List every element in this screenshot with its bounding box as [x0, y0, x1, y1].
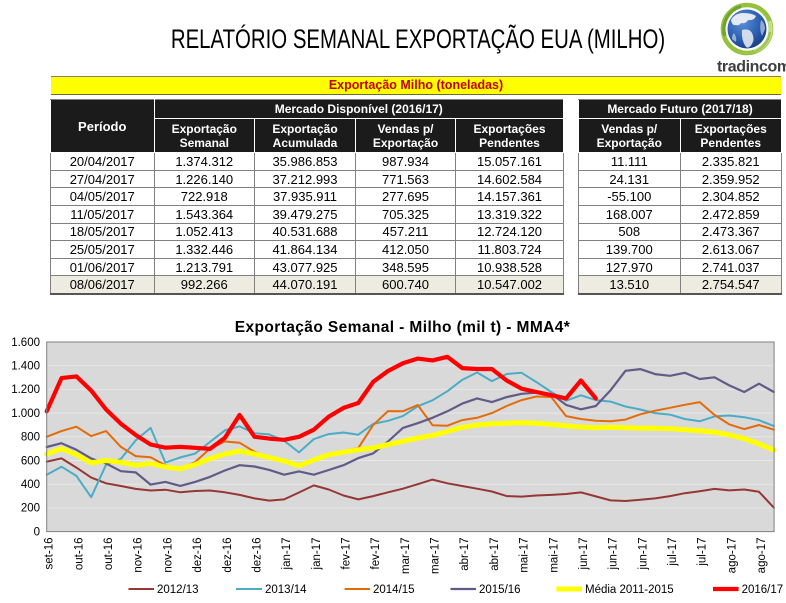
- svg-text:fev-17: fev-17: [341, 538, 353, 570]
- svg-text:fev-17: fev-17: [370, 538, 382, 570]
- svg-text:ago-17: ago-17: [726, 538, 738, 574]
- svg-text:0: 0: [34, 526, 40, 538]
- svg-text:200: 200: [21, 503, 40, 515]
- svg-text:2016/17: 2016/17: [742, 584, 784, 596]
- svg-text:out-16: out-16: [73, 538, 85, 571]
- svg-text:jul-17: jul-17: [697, 538, 709, 567]
- svg-text:1.600: 1.600: [11, 337, 40, 349]
- svg-text:1.000: 1.000: [11, 408, 40, 420]
- svg-text:dez-16: dez-16: [222, 538, 234, 573]
- svg-text:Exportação Semanal - Milho (mi: Exportação Semanal - Milho (mil t) - MMA…: [235, 319, 571, 336]
- svg-text:mar-17: mar-17: [430, 538, 442, 574]
- svg-text:jun-17: jun-17: [608, 538, 620, 571]
- svg-text:dez-16: dez-16: [252, 538, 264, 573]
- svg-text:jan-17: jan-17: [281, 538, 293, 571]
- svg-text:1.400: 1.400: [11, 361, 40, 373]
- svg-text:out-16: out-16: [103, 538, 115, 571]
- svg-text:set-16: set-16: [44, 538, 56, 570]
- svg-text:dez-16: dez-16: [192, 538, 204, 573]
- svg-text:mar-17: mar-17: [400, 538, 412, 574]
- svg-text:tradincom: tradincom: [717, 59, 786, 76]
- svg-text:mai-17: mai-17: [519, 538, 531, 573]
- svg-text:2013/14: 2013/14: [265, 584, 307, 596]
- svg-text:ago-17: ago-17: [756, 538, 768, 574]
- svg-text:jul-17: jul-17: [667, 538, 679, 567]
- svg-text:2012/13: 2012/13: [157, 584, 199, 596]
- svg-text:800: 800: [21, 432, 40, 444]
- svg-text:jun-17: jun-17: [578, 538, 590, 571]
- svg-text:abr-17: abr-17: [459, 538, 471, 571]
- svg-text:mai-17: mai-17: [548, 538, 560, 573]
- svg-text:600: 600: [21, 455, 40, 467]
- svg-text:Média 2011-2015: Média 2011-2015: [585, 584, 674, 596]
- svg-text:2014/15: 2014/15: [373, 584, 415, 596]
- svg-text:jun-17: jun-17: [637, 538, 649, 571]
- svg-text:abr-17: abr-17: [489, 538, 501, 571]
- svg-text:2015/16: 2015/16: [479, 584, 521, 596]
- svg-text:1.200: 1.200: [11, 384, 40, 396]
- svg-text:400: 400: [21, 479, 40, 491]
- svg-text:nov-16: nov-16: [162, 538, 174, 573]
- svg-text:nov-16: nov-16: [133, 538, 145, 573]
- svg-text:jan-17: jan-17: [311, 538, 323, 571]
